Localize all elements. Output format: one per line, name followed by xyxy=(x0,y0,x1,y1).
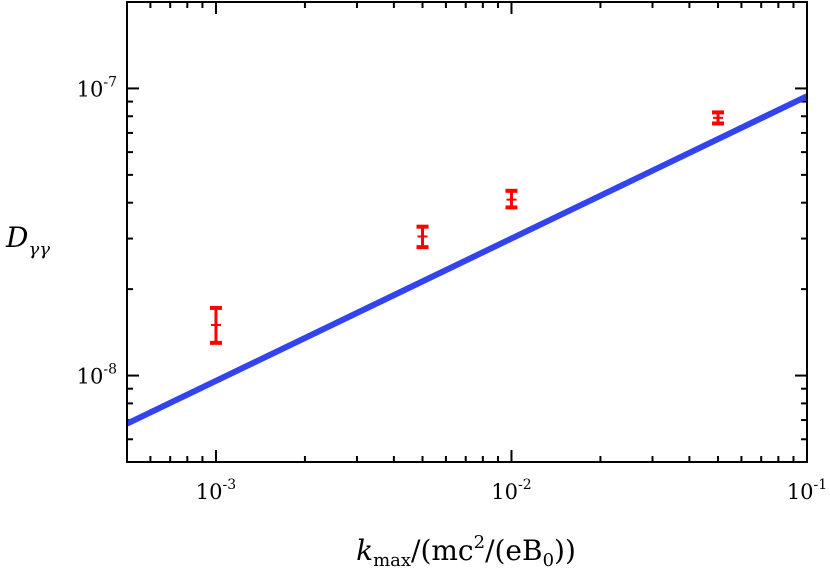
x-tick-label: 10-2 xyxy=(491,477,531,504)
errorbar-series xyxy=(209,110,725,345)
data-point xyxy=(712,110,725,126)
x-axis-label: kmax/(mc2/(eB0)) xyxy=(356,532,576,571)
data-point xyxy=(209,305,222,345)
y-tick-label: 10-8 xyxy=(77,362,117,389)
x-tick-label: 10-1 xyxy=(787,477,827,504)
data-point xyxy=(505,188,518,210)
data-point xyxy=(416,224,429,250)
fit-line xyxy=(125,93,809,427)
y-axis-label: Dγγ xyxy=(5,221,50,260)
plot-area xyxy=(127,2,807,462)
tick-labels: 10-3 10-2 10-1 10-8 10-7 xyxy=(77,74,828,504)
y-tick-label: 10-7 xyxy=(77,74,117,101)
x-tick-label: 10-3 xyxy=(196,477,236,504)
fit-line-series xyxy=(125,93,809,427)
plot-frame xyxy=(126,1,808,463)
